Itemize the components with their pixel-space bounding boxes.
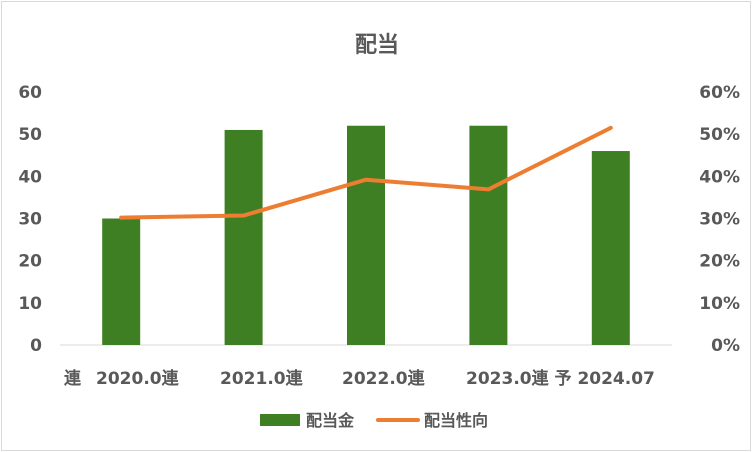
left-tick-label: 50 <box>18 125 42 145</box>
category-label: 2021.0連 <box>220 368 304 389</box>
legend-label-line: 配当性向 <box>424 411 488 430</box>
category-label: 2020.0連 <box>96 368 180 389</box>
category-label: 2023.0連 予 2024.07 <box>466 368 655 389</box>
left-tick-label: 60 <box>18 83 42 103</box>
left-tick-label: 20 <box>18 252 42 272</box>
right-tick-label: 10% <box>699 294 740 314</box>
bar <box>347 125 385 345</box>
right-tick-label: 50% <box>699 125 740 145</box>
left-tick-label: 40 <box>18 167 42 187</box>
left-tick-label: 0 <box>30 336 42 356</box>
bar-series <box>102 125 630 345</box>
right-tick-label: 40% <box>699 167 740 187</box>
legend: 配当金 配当性向 <box>260 411 488 430</box>
chart-title: 配当 <box>355 33 399 58</box>
right-axis: 0% 10% 20% 30% 40% 50% 60% <box>699 83 740 356</box>
left-tick-label: 10 <box>18 294 42 314</box>
bar <box>102 218 141 345</box>
left-tick-label: 30 <box>18 210 42 230</box>
category-labels: 連 2020.0連 2021.0連 2022.0連 2023.0連 予 2024.07 <box>64 368 655 389</box>
category-label: 2022.0連 <box>342 368 426 389</box>
line-series <box>119 125 613 220</box>
bar <box>469 125 508 345</box>
legend-swatch-bar <box>260 414 300 426</box>
right-tick-label: 0% <box>711 336 740 356</box>
bar <box>591 151 630 345</box>
left-axis: 0 10 20 30 40 50 60 <box>18 83 42 356</box>
right-tick-label: 30% <box>699 210 740 230</box>
bar <box>224 129 263 345</box>
right-tick-label: 20% <box>699 252 740 272</box>
right-tick-label: 60% <box>699 83 740 103</box>
category-label: 連 <box>64 368 82 389</box>
legend-label-bar: 配当金 <box>306 411 355 430</box>
